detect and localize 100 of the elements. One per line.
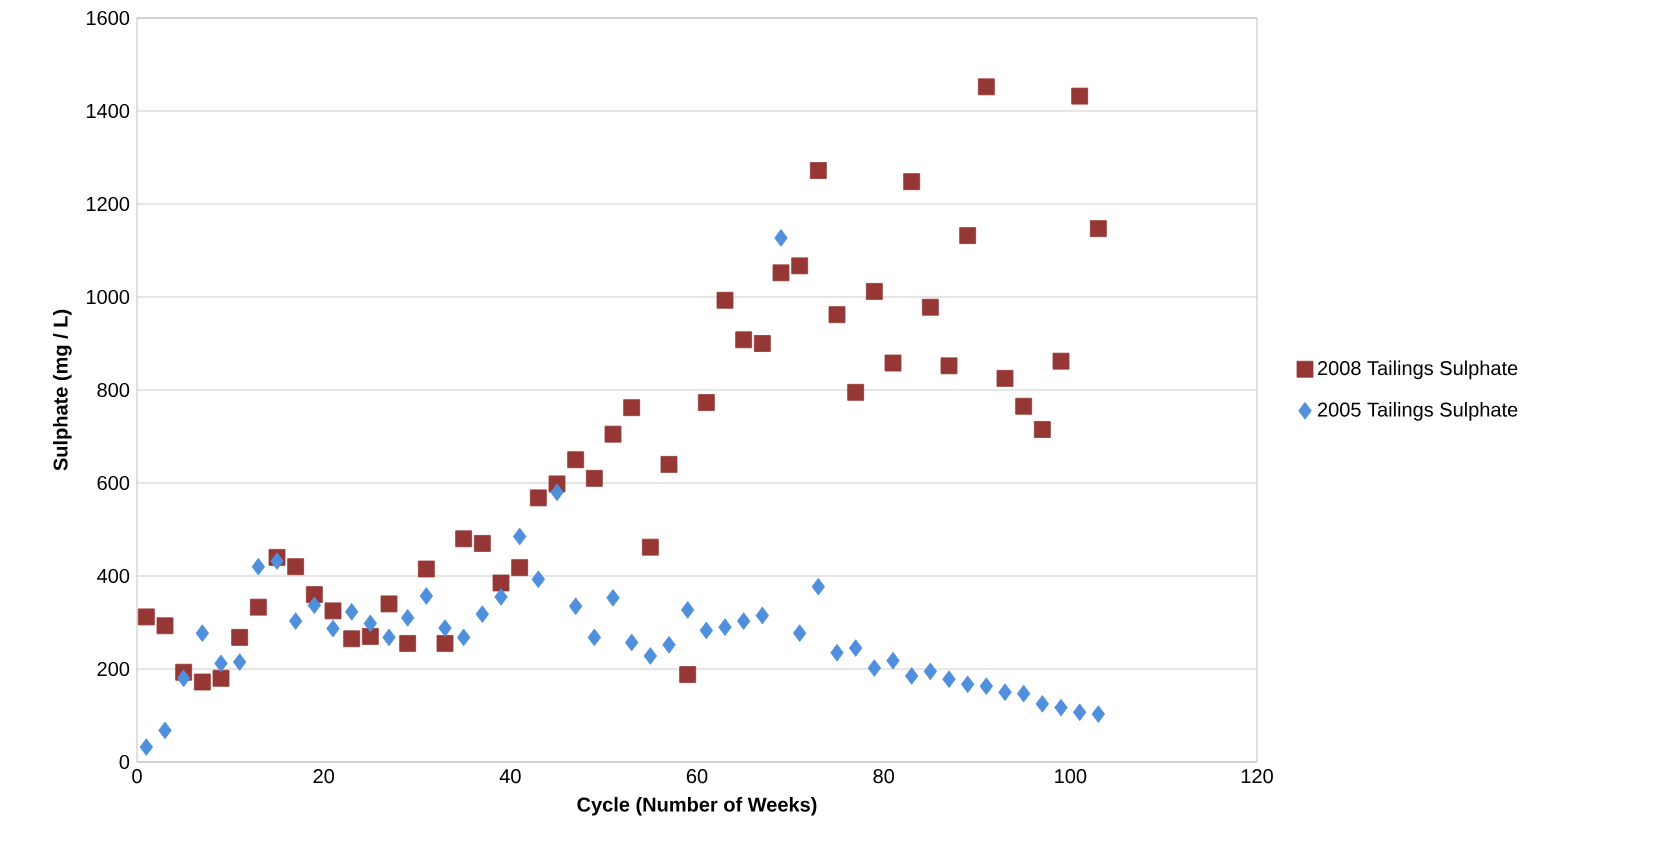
legend-label: 2005 Tailings Sulphate [1318,402,1518,421]
point [940,357,958,375]
point [326,619,340,638]
x-tick-label: 120 [1241,769,1273,784]
x-tick-label: 100 [1055,769,1087,784]
point [137,608,155,626]
point [998,683,1012,702]
point [735,331,753,349]
point [214,654,228,673]
y-tick-label: 1400 [86,103,130,119]
x-tick-label: 60 [686,769,708,784]
point [680,601,695,619]
point [904,667,919,685]
y-tick-label: 800 [97,382,130,398]
point [344,603,359,621]
point [1054,698,1068,717]
point [921,298,939,316]
y-tick-label: 1000 [86,289,130,305]
point [585,469,603,487]
point [231,628,249,646]
y-tick-label: 0 [119,754,130,770]
point [307,596,322,615]
point [400,609,415,627]
point [287,558,305,576]
point [1052,352,1070,370]
x-tick-label: 0 [132,769,142,784]
x-tick-label: 80 [873,769,895,784]
point [884,354,902,372]
point [438,619,452,637]
point [791,257,809,275]
point [716,291,734,309]
point [567,451,585,469]
point [923,662,938,681]
point [436,635,454,652]
point [867,659,882,677]
point [830,643,844,662]
point [455,530,473,548]
point [512,527,527,546]
x-tick-label: 20 [313,769,335,784]
point [288,612,303,630]
point [660,456,678,473]
point [361,628,379,645]
point [531,570,546,589]
point [363,614,378,633]
point [382,628,396,647]
legend-label: 2008 Tailings Sulphate [1318,360,1518,380]
point [158,721,172,740]
point [679,666,697,683]
point [977,78,995,96]
point [380,595,398,613]
point [511,559,529,577]
point [960,675,975,694]
point [774,229,788,247]
point [792,624,807,642]
point [587,628,602,647]
point [195,624,210,642]
point [1033,421,1051,438]
point [865,283,883,300]
point [456,628,471,647]
point [809,162,827,179]
point [604,425,622,443]
point [979,677,994,696]
point [903,173,921,191]
x-axis-title: Cycle (Number of Weeks) [577,796,817,816]
point [697,394,715,411]
point [1089,220,1107,238]
point [419,587,434,605]
point [623,399,641,417]
point [606,589,620,607]
point [1091,705,1106,723]
point [828,306,846,324]
point [399,635,417,652]
point [568,597,583,616]
point [996,369,1014,387]
y-tick-label: 200 [97,661,130,677]
point [662,636,676,654]
point [1035,695,1050,713]
point [249,598,267,616]
point [139,738,154,756]
point [1016,684,1031,703]
point [324,602,342,620]
point [193,673,211,691]
point [473,535,491,552]
y-tick-label: 1600 [86,10,130,26]
point [624,633,639,652]
y-tick-label: 600 [97,475,130,491]
point [753,335,771,352]
point [529,489,547,507]
point [811,577,826,596]
point [1071,87,1089,105]
point [755,606,770,625]
point [643,647,658,665]
point [886,651,900,670]
point [550,483,564,502]
point [699,621,714,640]
point [417,560,435,578]
y-tick-label: 1200 [86,196,130,212]
point [176,669,191,688]
point [959,227,977,245]
point [270,552,284,570]
